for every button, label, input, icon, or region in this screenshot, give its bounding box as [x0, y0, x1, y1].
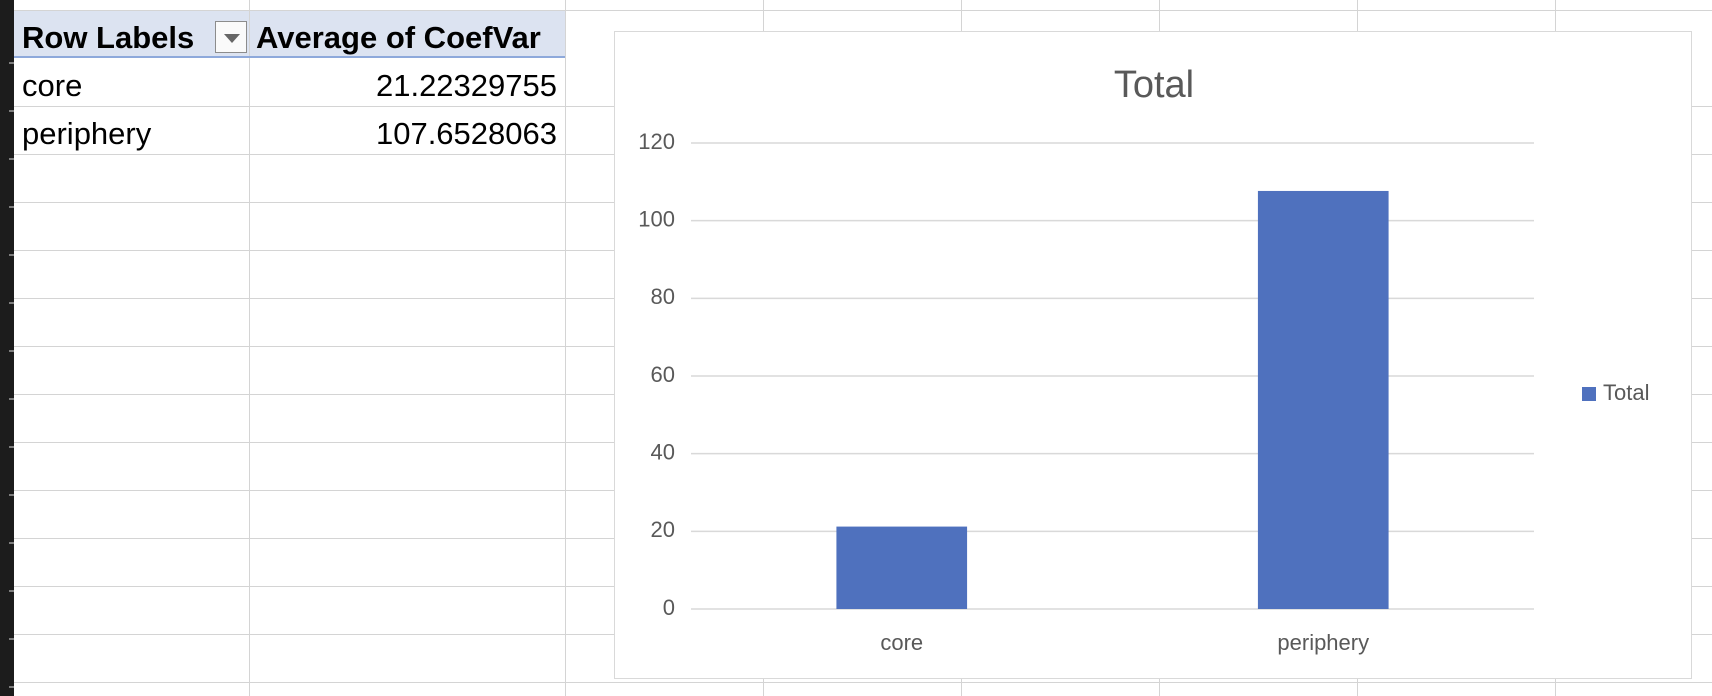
y-tick-label: 0 — [663, 595, 675, 620]
pivot-row-label-periphery[interactable]: periphery — [22, 116, 152, 151]
pivot-chart[interactable]: Total 0 20 40 60 80 100 120 core periphery Total — [614, 31, 1692, 679]
y-tick-label: 20 — [651, 517, 675, 542]
legend-swatch — [1582, 387, 1596, 401]
y-tick-label: 60 — [651, 362, 675, 387]
pivot-header — [14, 10, 565, 56]
pivot-header-row-labels[interactable]: Row Labels — [22, 20, 195, 55]
pivot-header-average-coefvar[interactable]: Average of CoefVar — [256, 20, 541, 55]
bar-periphery — [1257, 190, 1389, 609]
pivot-header-border — [14, 56, 565, 58]
pivot-row-value-core[interactable]: 21.22329755 — [375, 68, 557, 103]
y-tick-label: 80 — [651, 284, 675, 309]
y-tick-label: 100 — [638, 206, 675, 231]
x-tick-label: periphery — [1277, 630, 1369, 655]
chart-svg: Total 0 20 40 60 80 100 120 core periphery Total — [638, 64, 1649, 655]
y-tick-label: 120 — [638, 129, 675, 154]
legend-label: Total — [1603, 380, 1649, 405]
pivot-row-value-periphery[interactable]: 107.6528063 — [375, 116, 557, 151]
filter-dropdown-button[interactable] — [215, 21, 247, 53]
y-tick-label: 40 — [651, 439, 675, 464]
row-header-strip — [0, 0, 14, 696]
pivot-row-label-core[interactable]: core — [22, 68, 83, 103]
bar-core — [836, 526, 968, 609]
chart-title: Total — [1114, 64, 1194, 106]
x-tick-label: core — [880, 630, 923, 655]
